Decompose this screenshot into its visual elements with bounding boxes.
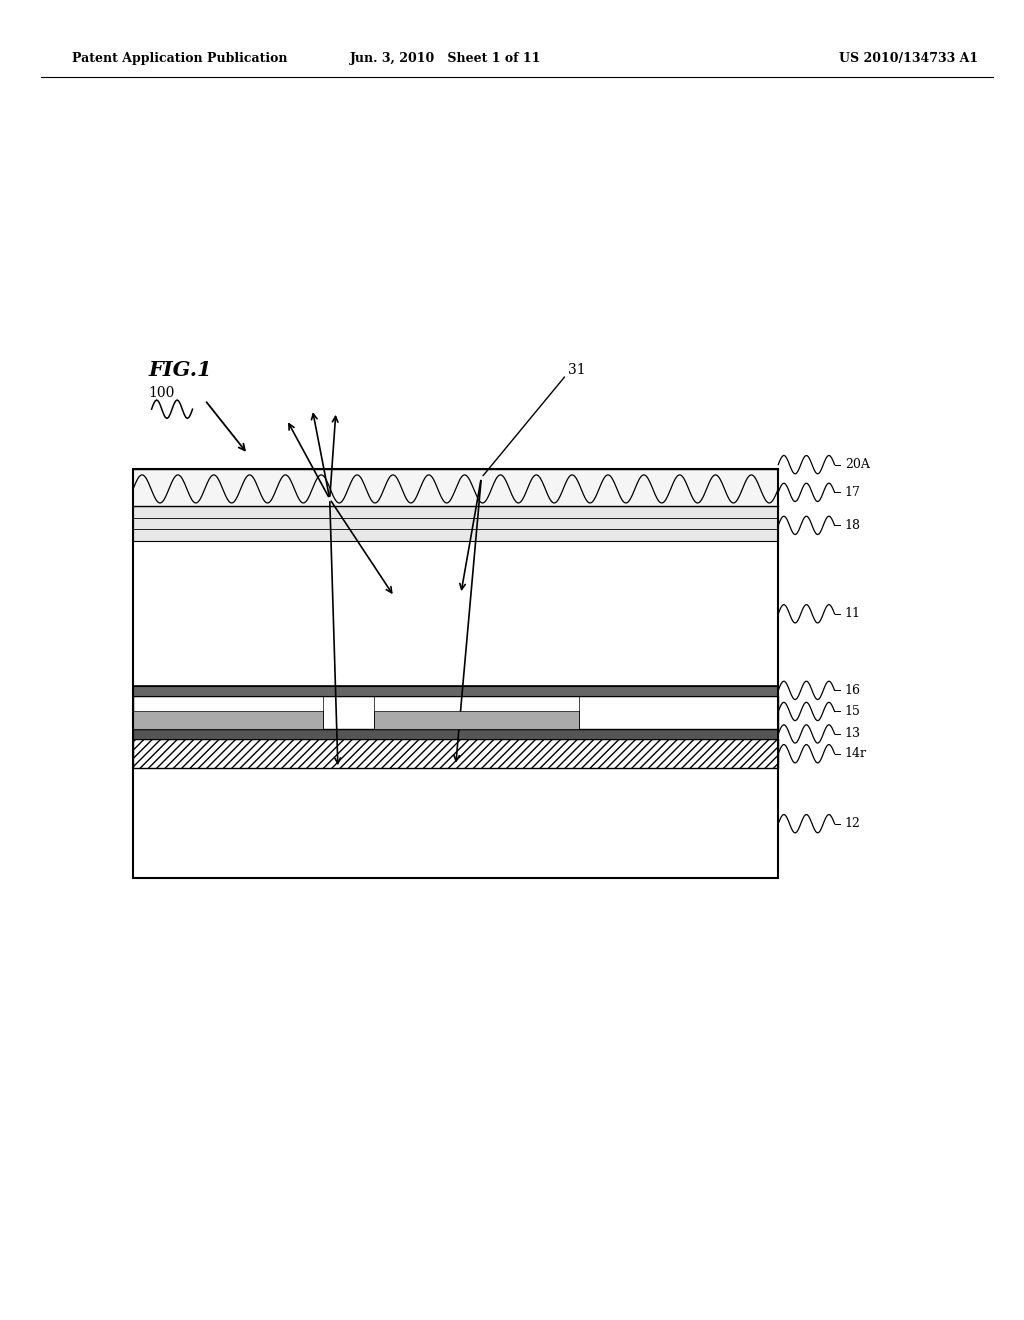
Text: 20A: 20A bbox=[845, 458, 869, 471]
Text: 14r: 14r bbox=[845, 747, 866, 760]
Text: 18: 18 bbox=[845, 519, 861, 532]
Text: 16: 16 bbox=[845, 684, 861, 697]
Text: US 2010/134733 A1: US 2010/134733 A1 bbox=[839, 51, 978, 65]
Text: 12: 12 bbox=[845, 817, 861, 830]
Bar bbox=[133, 768, 778, 878]
Text: 11: 11 bbox=[845, 607, 861, 620]
Text: 13: 13 bbox=[845, 727, 861, 741]
Bar bbox=[133, 469, 778, 878]
Bar bbox=[133, 686, 778, 696]
Bar bbox=[133, 729, 778, 739]
Bar bbox=[133, 541, 778, 686]
Bar bbox=[133, 696, 778, 729]
Bar bbox=[133, 506, 778, 541]
Bar bbox=[133, 739, 778, 768]
Text: Jun. 3, 2010   Sheet 1 of 11: Jun. 3, 2010 Sheet 1 of 11 bbox=[350, 51, 541, 65]
Bar bbox=[133, 711, 323, 729]
Text: 17: 17 bbox=[845, 486, 861, 499]
Text: 15: 15 bbox=[845, 705, 861, 718]
Bar bbox=[133, 469, 778, 506]
Text: 31: 31 bbox=[568, 363, 586, 376]
Bar bbox=[374, 711, 579, 729]
Text: Patent Application Publication: Patent Application Publication bbox=[72, 51, 287, 65]
Text: FIG.1: FIG.1 bbox=[148, 359, 212, 380]
Text: 100: 100 bbox=[148, 387, 175, 400]
